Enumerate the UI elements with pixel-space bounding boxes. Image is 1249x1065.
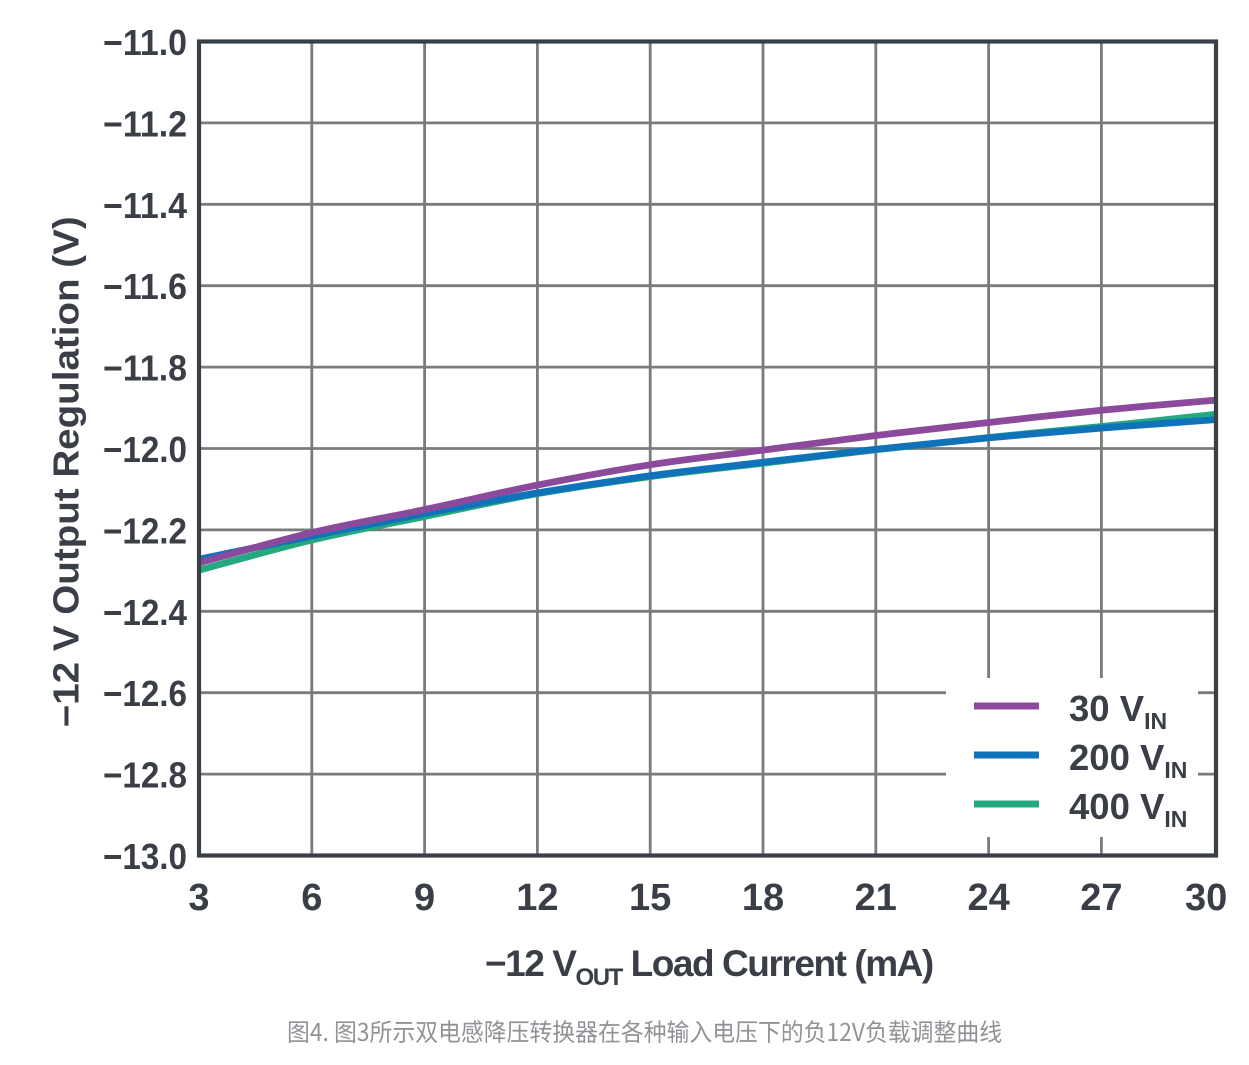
svg-text:6: 6 xyxy=(301,877,322,919)
svg-text:−11.2: −11.2 xyxy=(103,103,187,144)
svg-text:21: 21 xyxy=(855,877,897,919)
svg-text:12: 12 xyxy=(516,877,558,919)
svg-text:−11.0: −11.0 xyxy=(103,22,187,63)
svg-text:−12.4: −12.4 xyxy=(103,592,188,633)
svg-text:−12.2: −12.2 xyxy=(103,510,187,551)
svg-text:−12 V Output Regulation (V): −12 V Output Regulation (V) xyxy=(46,216,87,727)
svg-text:15: 15 xyxy=(629,877,671,919)
svg-text:−12 VOUT Load Current (mA): −12 VOUT Load Current (mA) xyxy=(485,943,933,991)
svg-text:30: 30 xyxy=(1185,877,1227,919)
svg-text:24: 24 xyxy=(967,877,1009,919)
svg-text:27: 27 xyxy=(1080,877,1122,919)
svg-text:−13.0: −13.0 xyxy=(103,836,187,877)
svg-text:−12.8: −12.8 xyxy=(103,755,187,796)
svg-text:18: 18 xyxy=(742,877,784,919)
svg-text:−11.4: −11.4 xyxy=(103,185,188,226)
svg-text:−11.6: −11.6 xyxy=(103,266,187,307)
svg-text:−12.0: −12.0 xyxy=(103,429,187,470)
svg-text:9: 9 xyxy=(414,877,435,919)
svg-text:−12.6: −12.6 xyxy=(103,673,187,714)
svg-text:3: 3 xyxy=(188,877,209,919)
svg-text:−11.8: −11.8 xyxy=(103,348,187,389)
